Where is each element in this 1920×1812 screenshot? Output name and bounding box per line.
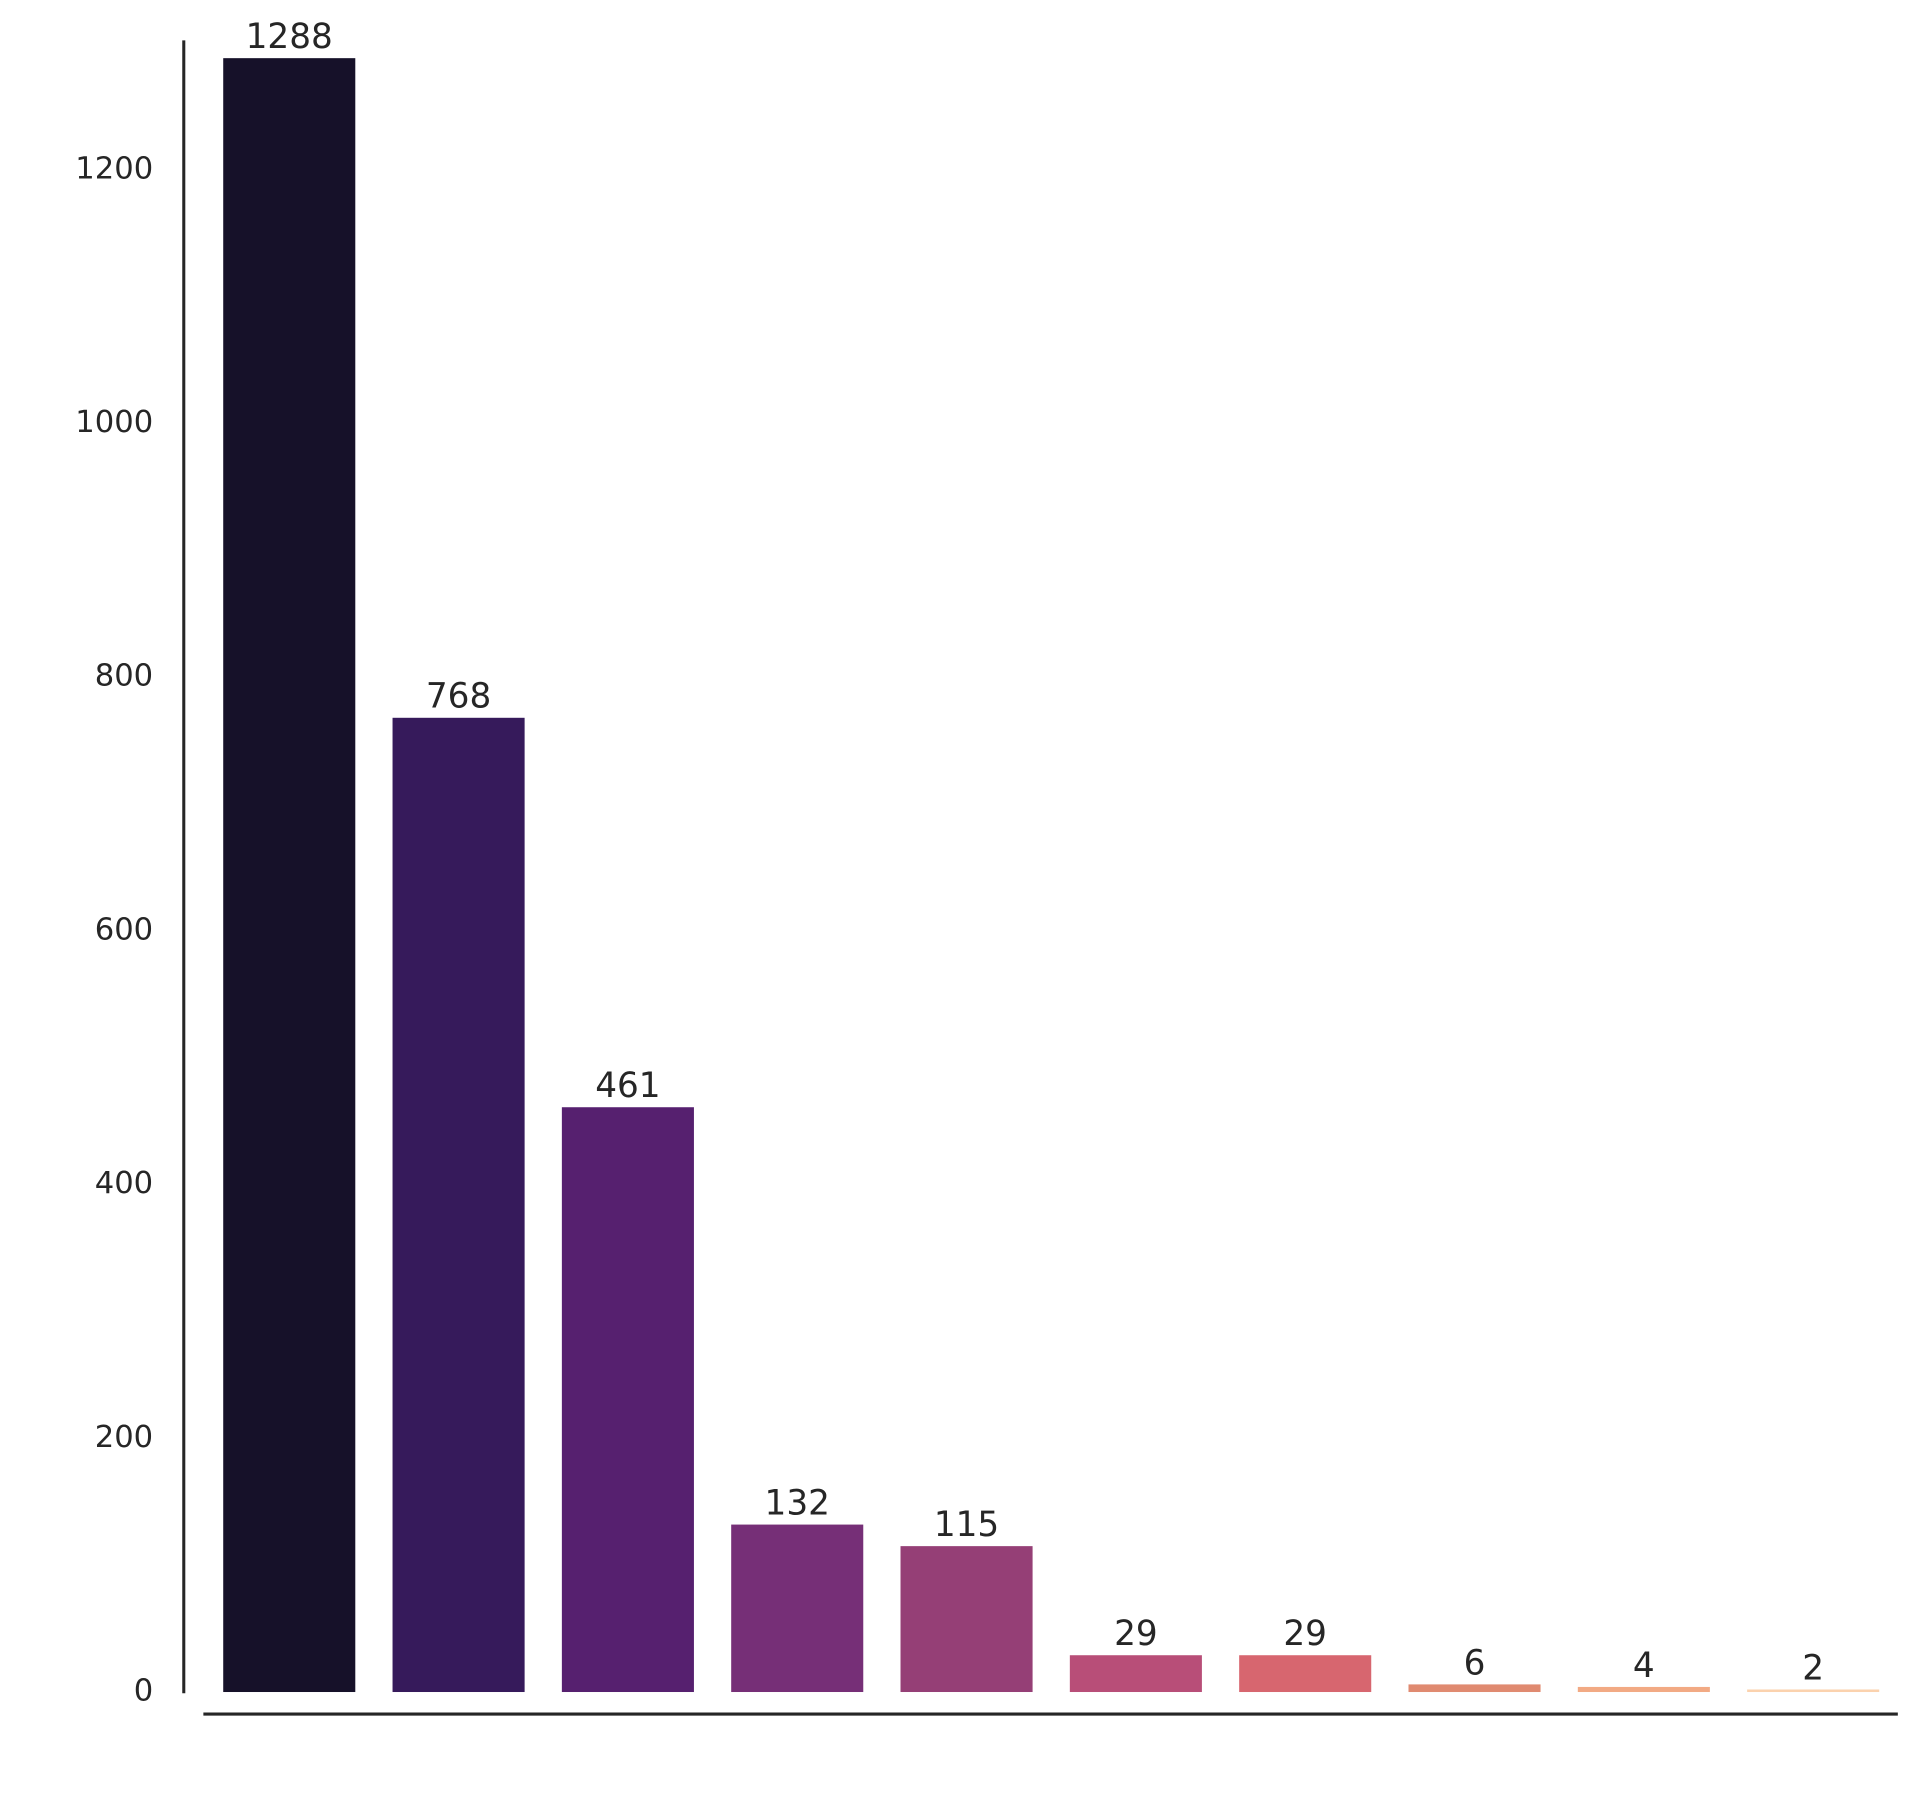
bar bbox=[1408, 1684, 1541, 1693]
data-label: 461 bbox=[595, 1066, 660, 1106]
y-tick-label: 800 bbox=[95, 659, 153, 694]
data-label: 115 bbox=[934, 1505, 999, 1545]
data-label: 29 bbox=[1114, 1614, 1158, 1654]
data-label: 132 bbox=[765, 1483, 830, 1523]
bar bbox=[900, 1546, 1033, 1693]
data-label: 2 bbox=[1802, 1648, 1824, 1688]
y-tick-label: 0 bbox=[134, 1674, 153, 1709]
bar bbox=[1069, 1655, 1202, 1693]
y-tick-label: 200 bbox=[95, 1420, 153, 1455]
bar bbox=[1239, 1655, 1372, 1693]
y-tick-label: 600 bbox=[95, 912, 153, 947]
bar bbox=[392, 717, 525, 1693]
bar bbox=[731, 1524, 864, 1693]
data-label: 768 bbox=[426, 677, 491, 717]
y-tick-label: 1000 bbox=[75, 405, 153, 440]
bar bbox=[561, 1107, 694, 1693]
bar bbox=[1747, 1689, 1880, 1693]
data-label: 4 bbox=[1633, 1646, 1655, 1686]
data-label: 6 bbox=[1464, 1643, 1486, 1683]
bar bbox=[1577, 1686, 1710, 1693]
data-label: 1288 bbox=[246, 17, 333, 57]
bar bbox=[223, 58, 356, 1693]
data-label: 29 bbox=[1283, 1614, 1327, 1654]
y-tick-label: 400 bbox=[95, 1166, 153, 1201]
y-tick-label: 1200 bbox=[75, 151, 153, 186]
